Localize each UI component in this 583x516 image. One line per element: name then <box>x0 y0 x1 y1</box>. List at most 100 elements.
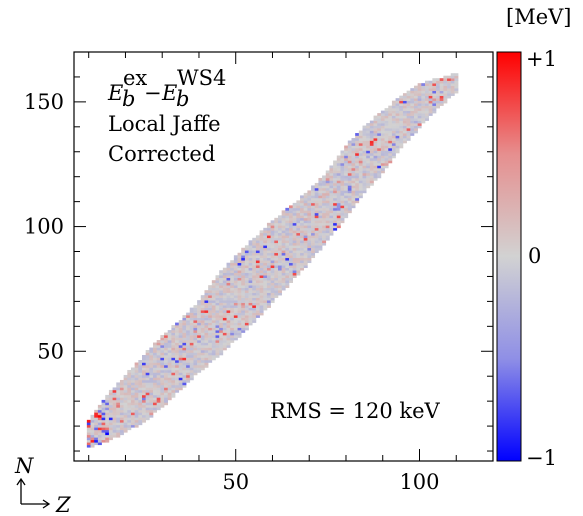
heatmap-cell <box>138 362 143 366</box>
heatmap-cell <box>153 404 157 408</box>
heatmap-cell <box>274 247 279 251</box>
heatmap-cell <box>255 235 260 239</box>
heatmap-cell <box>222 317 227 321</box>
heatmap-cell <box>428 103 433 106</box>
heatmap-cell <box>164 332 169 336</box>
heatmap-cell <box>215 350 220 353</box>
heatmap-cell <box>241 315 246 318</box>
heatmap-cell <box>355 153 360 156</box>
heatmap-cell <box>318 197 323 201</box>
heatmap-cell <box>325 190 330 194</box>
heatmap-cell <box>366 123 371 126</box>
heatmap-cell <box>222 310 227 313</box>
heatmap-cell <box>443 100 448 104</box>
heatmap-cell <box>252 270 257 274</box>
heatmap-cell <box>244 322 249 326</box>
heatmap-cell <box>274 242 279 246</box>
heatmap-cell <box>285 210 290 214</box>
heatmap-cell <box>248 252 253 256</box>
heatmap-cell <box>296 245 301 249</box>
heatmap-cell <box>219 312 224 316</box>
heatmap-cell <box>303 222 308 226</box>
heatmap-cell <box>226 340 231 343</box>
heatmap-cell <box>314 250 319 254</box>
heatmap-cell <box>215 290 220 293</box>
heatmap-cell <box>97 437 102 441</box>
heatmap-cell <box>237 290 242 293</box>
heatmap-cell <box>119 394 124 398</box>
heatmap-cell <box>263 232 268 236</box>
heatmap-cell <box>380 130 385 134</box>
heatmap-cell <box>108 414 113 418</box>
heatmap-cell <box>145 379 150 383</box>
heatmap-cell <box>241 312 246 316</box>
heatmap-cell <box>336 215 341 219</box>
heatmap-cell <box>274 227 279 231</box>
heatmap-cell <box>164 384 169 388</box>
heatmap-cell <box>244 275 249 278</box>
heatmap-cell <box>171 347 176 351</box>
heatmap-cell <box>175 367 180 371</box>
heatmap-cell <box>336 167 341 171</box>
heatmap-cell <box>373 128 378 131</box>
heatmap-cell <box>417 100 422 104</box>
heatmap-cell <box>241 325 246 328</box>
heatmap-cell <box>167 362 172 366</box>
heatmap-cell <box>413 93 418 96</box>
heatmap-cell <box>311 227 316 231</box>
heatmap-cell <box>289 255 293 259</box>
heatmap-cell <box>391 100 396 104</box>
heatmap-cell <box>307 255 312 259</box>
heatmap-cell <box>351 160 356 164</box>
heatmap-cell <box>226 292 231 296</box>
heatmap-cell <box>300 267 305 271</box>
heatmap-cell <box>325 187 330 191</box>
heatmap-cell <box>347 148 352 151</box>
heatmap-cell <box>322 190 327 194</box>
x-axis-letter: Z <box>55 493 71 516</box>
heatmap-cell <box>222 340 227 343</box>
heatmap-cell <box>108 407 113 411</box>
heatmap-cell <box>226 287 231 291</box>
heatmap-cell <box>105 419 110 423</box>
heatmap-cell <box>244 280 249 283</box>
heatmap-cell <box>94 439 99 443</box>
heatmap-cell <box>193 357 198 361</box>
heatmap-cell <box>410 120 415 124</box>
heatmap-cell <box>149 364 154 368</box>
heatmap-cell <box>241 260 246 264</box>
heatmap-cell <box>123 427 128 431</box>
heatmap-cell <box>289 217 293 221</box>
heatmap-cell <box>277 260 282 264</box>
heatmap-cell <box>417 108 422 111</box>
heatmap-cell <box>340 202 345 206</box>
heatmap-cell <box>204 312 209 316</box>
heatmap-cell <box>167 340 172 343</box>
heatmap-cell <box>314 212 319 216</box>
heatmap-cell <box>233 337 238 341</box>
heatmap-cell <box>160 377 165 381</box>
heatmap-cell <box>156 367 161 371</box>
heatmap-cell <box>252 317 257 321</box>
heatmap-cell <box>425 110 429 114</box>
heatmap-cell <box>230 315 235 318</box>
heatmap-cell <box>432 95 437 99</box>
heatmap-cell <box>358 160 363 164</box>
heatmap-cell <box>156 404 161 408</box>
heatmap-cell <box>164 399 169 403</box>
heatmap-cell <box>322 217 327 221</box>
heatmap-cell <box>285 270 290 274</box>
heatmap-cell <box>366 145 371 149</box>
heatmap-cell <box>318 240 323 244</box>
heatmap-cell <box>255 242 260 246</box>
heatmap-cell <box>226 342 231 346</box>
heatmap-cell <box>153 367 157 371</box>
heatmap-cell <box>211 315 216 318</box>
heatmap-cell <box>391 145 396 149</box>
heatmap-cell <box>149 407 154 411</box>
heatmap-cell <box>303 260 308 264</box>
heatmap-cell <box>307 225 312 229</box>
heatmap-cell <box>432 110 437 114</box>
heatmap-cell <box>259 257 264 261</box>
heatmap-cell <box>156 347 161 351</box>
